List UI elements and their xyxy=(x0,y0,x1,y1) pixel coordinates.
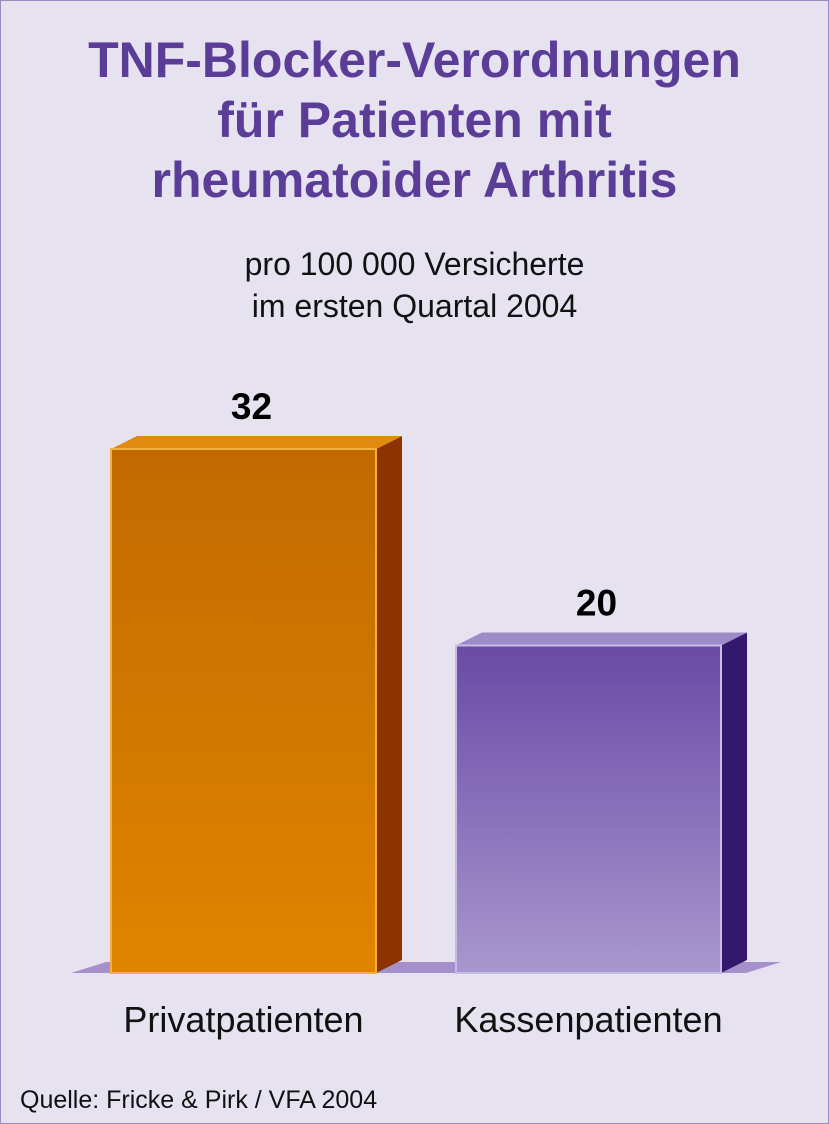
source-note: Quelle: Fricke & Pirk / VFA 2004 xyxy=(20,1086,378,1114)
subtitle-line-2: im ersten Quartal 2004 xyxy=(251,288,578,324)
bar-2 xyxy=(455,644,722,974)
bar-side-1 xyxy=(376,436,402,973)
chart-subtitle: pro 100 000 Versicherte im ersten Quarta… xyxy=(0,243,829,327)
category-label-1: Privatpatienten xyxy=(123,999,363,1040)
subtitle-line-1: pro 100 000 Versicherte xyxy=(244,246,585,282)
bar-1 xyxy=(110,448,377,974)
chart-title: TNF-Blocker-Verordnungen für Patienten m… xyxy=(0,30,829,210)
category-label-2: Kassenpatienten xyxy=(454,999,722,1040)
value-label-1: 32 xyxy=(231,386,272,427)
title-line-3: rheumatoider Arthritis xyxy=(151,152,678,208)
value-label-2: 20 xyxy=(576,583,617,624)
title-line-2: für Patienten mit xyxy=(217,92,612,148)
bar-top-2 xyxy=(456,632,747,646)
title-line-1: TNF-Blocker-Verordnungen xyxy=(88,32,741,88)
bar-top-1 xyxy=(111,436,402,449)
bar-side-2 xyxy=(721,632,747,973)
